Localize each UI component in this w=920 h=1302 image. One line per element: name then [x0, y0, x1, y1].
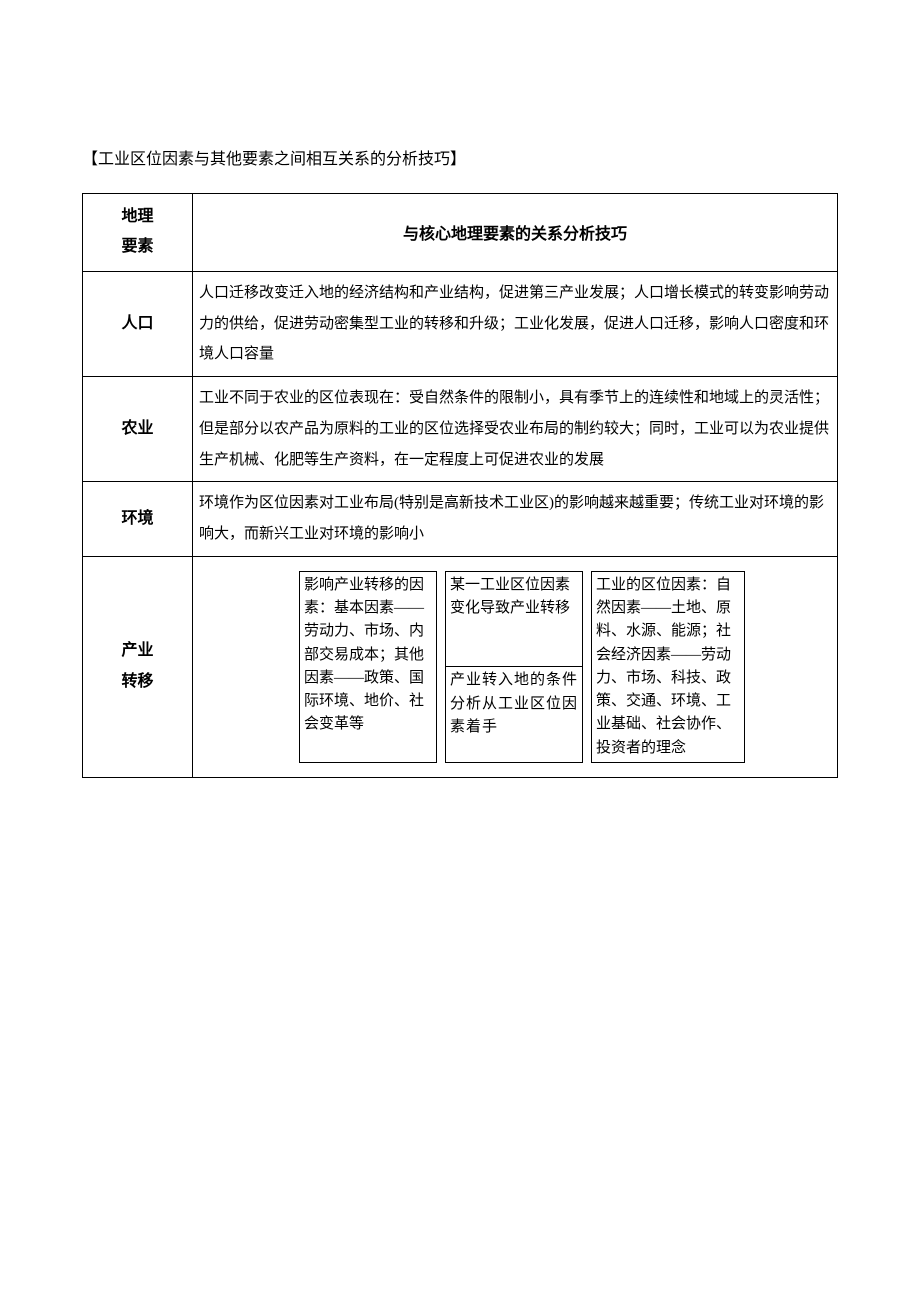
header-left-line1: 地理 [83, 202, 192, 232]
header-right-cell: 与核心地理要素的关系分析技巧 [193, 194, 838, 272]
table-header-row: 地理 要素 与核心地理要素的关系分析技巧 [83, 194, 838, 272]
diagram-cell: 影响产业转移的因素：基本因素——劳动力、市场、内部交易成本；其他因素——政策、国… [193, 556, 838, 777]
diagram-container: 影响产业转移的因素：基本因素——劳动力、市场、内部交易成本；其他因素——政策、国… [199, 571, 831, 763]
analysis-table: 地理 要素 与核心地理要素的关系分析技巧 人口 人口迁移改变迁入地的经济结构和产… [82, 193, 838, 778]
diagram-box-stack: 某一工业区位因素变化导致产业转移 产业转入地的条件分析从工业区位因素着手 [445, 571, 583, 763]
table-row: 产业 转移 影响产业转移的因素：基本因素——劳动力、市场、内部交易成本；其他因素… [83, 556, 838, 777]
row-label-line1: 产业 [83, 636, 192, 666]
table-row: 人口 人口迁移改变迁入地的经济结构和产业结构，促进第三产业发展；人口增长模式的转… [83, 271, 838, 376]
diagram-box-location-factors: 工业的区位因素：自然因素——土地、原料、水源、能源；社会经济因素——劳动力、市场… [591, 571, 745, 763]
header-left-cell: 地理 要素 [83, 194, 193, 272]
row-label-environment: 环境 [83, 482, 193, 557]
table-row: 农业 工业不同于农业的区位表现在：受自然条件的限制小，具有季节上的连续性和地域上… [83, 377, 838, 482]
diagram-box-cause: 某一工业区位因素变化导致产业转移 [445, 571, 583, 667]
diagram-box-factors: 影响产业转移的因素：基本因素——劳动力、市场、内部交易成本；其他因素——政策、国… [299, 571, 437, 763]
row-content-population: 人口迁移改变迁入地的经济结构和产业结构，促进第三产业发展；人口增长模式的转变影响… [193, 271, 838, 376]
diagram-box-analysis: 产业转入地的条件分析从工业区位因素着手 [445, 666, 583, 763]
page-title: 【工业区位因素与其他要素之间相互关系的分析技巧】 [82, 145, 838, 169]
row-content-environment: 环境作为区位因素对工业布局(特别是高新技术工业区)的影响越来越重要；传统工业对环… [193, 482, 838, 557]
row-content-agriculture: 工业不同于农业的区位表现在：受自然条件的限制小，具有季节上的连续性和地域上的灵活… [193, 377, 838, 482]
table-row: 环境 环境作为区位因素对工业布局(特别是高新技术工业区)的影响越来越重要；传统工… [83, 482, 838, 557]
row-label-line2: 转移 [83, 667, 192, 697]
header-left-line2: 要素 [83, 232, 192, 262]
row-label-industry-transfer: 产业 转移 [83, 556, 193, 777]
row-label-agriculture: 农业 [83, 377, 193, 482]
row-label-population: 人口 [83, 271, 193, 376]
